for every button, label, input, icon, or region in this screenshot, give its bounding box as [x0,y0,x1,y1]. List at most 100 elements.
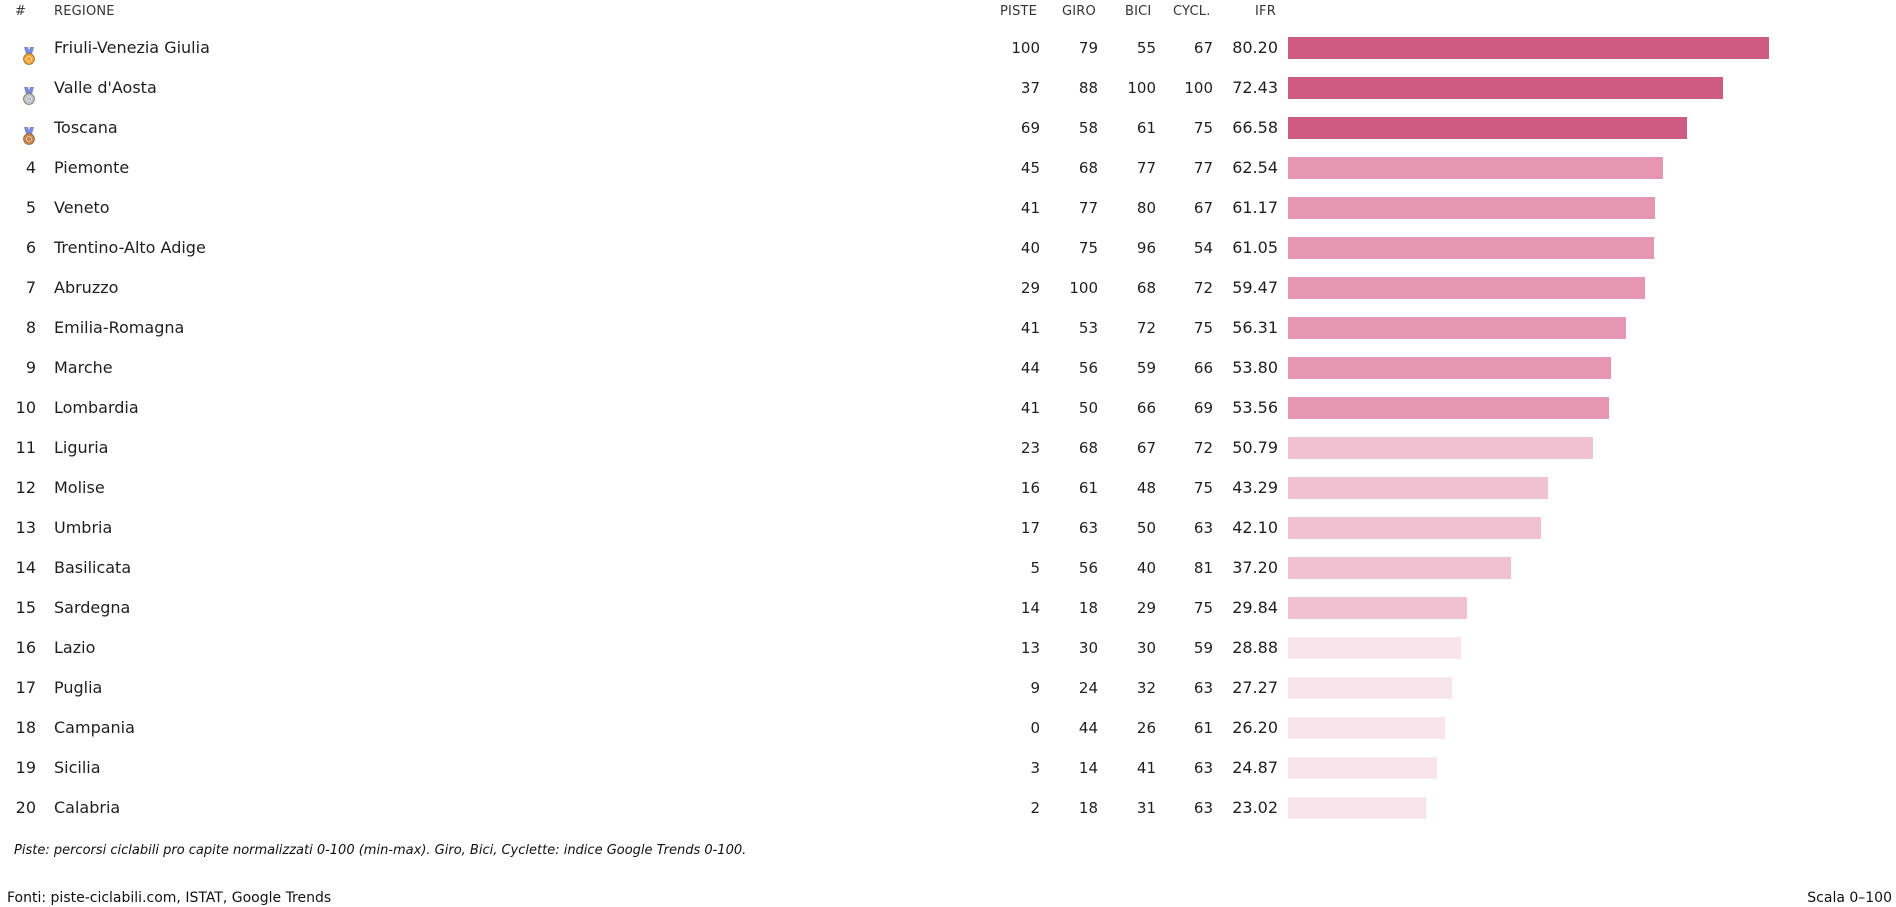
bici-value: 41 [1136,759,1156,777]
piste-value: 16 [1020,479,1040,497]
ifr-bar [1288,677,1452,699]
region-name: Emilia-Romagna [54,318,185,337]
region-name: Friuli-Venezia Giulia [54,38,210,57]
piste-value: 2 [1030,799,1040,817]
silver-medal-icon [21,68,39,108]
piste-value: 45 [1020,159,1040,177]
piste-value: 3 [1030,759,1040,777]
ifr-value: 28.88 [1232,638,1278,657]
giro-value: 56 [1078,359,1098,377]
piste-value: 17 [1020,519,1040,537]
rank-cell: 17 [15,678,36,697]
region-name: Valle d'Aosta [54,78,157,97]
cycl-value: 67 [1193,39,1213,57]
giro-value: 63 [1078,519,1098,537]
bici-value: 40 [1136,559,1156,577]
rank-cell: 5 [25,198,36,217]
ifr-bar [1288,77,1723,99]
piste-value: 5 [1030,559,1040,577]
giro-value: 58 [1078,119,1098,137]
cycl-value: 59 [1193,639,1213,657]
giro-value: 44 [1078,719,1098,737]
table-row: Friuli-Venezia Giulia 100 79 55 67 80.20 [0,28,1896,68]
cycl-value: 54 [1193,239,1213,257]
piste-value: 23 [1020,439,1040,457]
region-name: Calabria [54,798,121,817]
region-name: Trentino-Alto Adige [54,238,206,257]
piste-value: 41 [1020,199,1040,217]
bici-value: 77 [1136,159,1156,177]
ifr-value: 66.58 [1232,118,1278,137]
bici-value: 55 [1136,39,1156,57]
ifr-bar [1288,437,1593,459]
bici-value: 30 [1136,639,1156,657]
ifr-bar [1288,477,1548,499]
region-name: Veneto [54,198,110,217]
sources-note: Fonti: piste-ciclabili.com, ISTAT, Googl… [7,890,332,906]
table-row: 8 Emilia-Romagna 41 53 72 75 56.31 [0,308,1896,348]
region-name: Sicilia [54,758,101,777]
ifr-value: 56.31 [1232,318,1278,337]
piste-value: 69 [1020,119,1040,137]
piste-value: 37 [1020,79,1040,97]
giro-value: 18 [1078,599,1098,617]
table-row: 17 Puglia 9 24 32 63 27.27 [0,668,1896,708]
piste-value: 13 [1020,639,1040,657]
cycl-value: 75 [1193,479,1213,497]
ifr-value: 53.80 [1232,358,1278,377]
piste-value: 0 [1030,719,1040,737]
cycl-value: 81 [1193,559,1213,577]
ifr-bar [1288,197,1655,219]
giro-value: 56 [1078,559,1098,577]
giro-value: 14 [1078,759,1098,777]
table-row: 4 Piemonte 45 68 77 77 62.54 [0,148,1896,188]
table-row: 9 Marche 44 56 59 66 53.80 [0,348,1896,388]
table-row: 10 Lombardia 41 50 66 69 53.56 [0,388,1896,428]
piste-value: 29 [1020,279,1040,297]
ifr-value: 37.20 [1232,558,1278,577]
rank-cell: 4 [25,158,36,177]
ifr-bar [1288,117,1687,139]
header-bici: BICI [1125,4,1152,19]
footnote: Piste: percorsi ciclabili pro capite nor… [14,843,747,858]
bici-value: 80 [1136,199,1156,217]
region-name: Umbria [54,518,113,537]
rank-cell: 10 [15,398,36,417]
rank-cell: 7 [25,278,36,297]
region-name: Campania [54,718,135,737]
region-name: Marche [54,358,113,377]
rank-cell: 20 [15,798,36,817]
table-row: 7 Abruzzo 29 100 68 72 59.47 [0,268,1896,308]
bronze-medal-icon [21,108,39,148]
piste-value: 100 [1011,39,1040,57]
ifr-value: 53.56 [1232,398,1278,417]
table-row: 20 Calabria 2 18 31 63 23.02 [0,788,1896,828]
table-row: Toscana 69 58 61 75 66.58 [0,108,1896,148]
region-name: Piemonte [54,158,130,177]
header-ifr: IFR [1255,4,1276,19]
giro-value: 53 [1078,319,1098,337]
giro-value: 75 [1078,239,1098,257]
table-row: 19 Sicilia 3 14 41 63 24.87 [0,748,1896,788]
cycl-value: 72 [1193,439,1213,457]
bici-value: 96 [1136,239,1156,257]
ifr-bar [1288,797,1426,819]
giro-value: 30 [1078,639,1098,657]
ifr-value: 61.17 [1232,198,1278,217]
ifr-bar [1288,597,1467,619]
rank-cell: 14 [15,558,36,577]
cycl-value: 72 [1193,279,1213,297]
bici-value: 72 [1136,319,1156,337]
piste-value: 41 [1020,319,1040,337]
table-row: Valle d'Aosta 37 88 100 100 72.43 [0,68,1896,108]
giro-value: 24 [1078,679,1098,697]
header-giro: GIRO [1062,4,1096,19]
piste-value: 40 [1020,239,1040,257]
bici-value: 31 [1136,799,1156,817]
rank-cell: 6 [25,238,36,257]
bici-value: 68 [1136,279,1156,297]
giro-value: 88 [1078,79,1098,97]
bici-value: 66 [1136,399,1156,417]
piste-value: 44 [1020,359,1040,377]
bici-value: 48 [1136,479,1156,497]
